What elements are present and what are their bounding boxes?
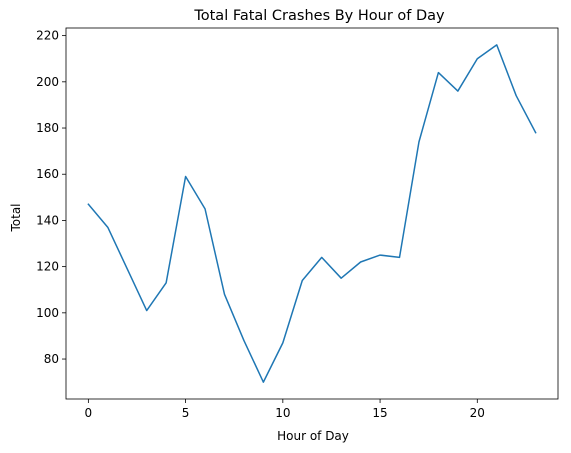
y-tick-label: 180 [36,121,59,135]
x-tick-label: 20 [470,406,485,420]
chart-title: Total Fatal Crashes By Hour of Day [193,8,445,24]
x-tick-label: 0 [85,406,93,420]
y-axis-label: Total [9,203,23,232]
y-tick-label: 100 [36,306,59,320]
series-line [87,44,537,383]
y-tick-label: 140 [36,213,59,227]
x-tick-label: 15 [372,406,387,420]
y-tick-label: 80 [44,352,59,366]
y-tick-label: 220 [36,29,59,43]
x-tick-label: 10 [275,406,290,420]
x-tick-label: 5 [182,406,190,420]
y-tick-label: 200 [36,75,59,89]
y-tick-label: 120 [36,260,59,274]
y-axis-ticks: 80 100 120 140 160 180 200 220 [36,29,66,366]
x-axis-ticks: 0 5 10 15 20 [85,399,485,420]
y-tick-label: 160 [36,167,59,181]
axes-frame [65,27,559,400]
x-axis-label: Hour of Day [277,429,349,443]
